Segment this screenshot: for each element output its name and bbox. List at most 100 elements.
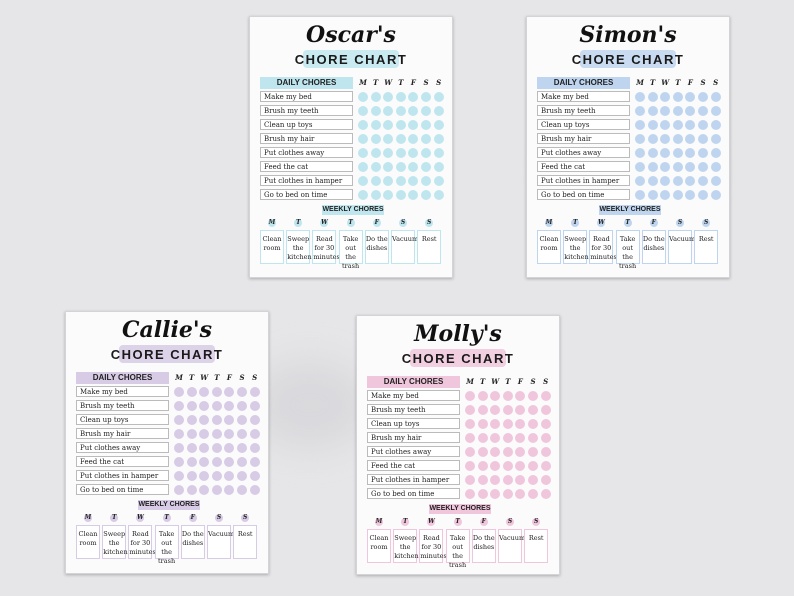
chore-check-circle[interactable] xyxy=(174,470,184,481)
chore-check-circle[interactable] xyxy=(540,460,551,471)
chore-check-circle[interactable] xyxy=(433,147,444,158)
chore-check-circle[interactable] xyxy=(528,488,538,499)
chore-check-circle[interactable] xyxy=(224,386,235,397)
chore-check-circle[interactable] xyxy=(224,414,235,425)
weekly-chore-box[interactable]: Sweep the kitchen xyxy=(102,525,128,559)
weekly-chore-box[interactable]: Sweep the kitchen xyxy=(286,230,312,264)
chore-check-circle[interactable] xyxy=(647,105,658,116)
chore-check-circle[interactable] xyxy=(174,400,184,411)
weekly-chore-box[interactable]: Read for 30 minutes xyxy=(312,230,340,264)
chore-check-circle[interactable] xyxy=(383,147,394,158)
chore-check-circle[interactable] xyxy=(174,414,184,425)
chore-check-circle[interactable] xyxy=(408,175,419,186)
chore-check-circle[interactable] xyxy=(477,488,488,499)
chore-check-circle[interactable] xyxy=(199,470,210,481)
chore-check-circle[interactable] xyxy=(540,432,551,443)
chore-check-circle[interactable] xyxy=(186,400,197,411)
chore-check-circle[interactable] xyxy=(408,91,419,102)
chore-check-circle[interactable] xyxy=(660,189,671,200)
chore-check-circle[interactable] xyxy=(186,442,197,453)
chore-check-circle[interactable] xyxy=(540,418,551,429)
chore-check-circle[interactable] xyxy=(224,456,235,467)
chore-check-circle[interactable] xyxy=(211,400,222,411)
weekly-chore-box[interactable]: Vacuum xyxy=(391,230,418,264)
weekly-chore-box[interactable]: Do the dishes xyxy=(364,230,389,264)
chore-check-circle[interactable] xyxy=(249,400,260,411)
chore-check-circle[interactable] xyxy=(433,161,444,172)
chore-check-circle[interactable] xyxy=(395,105,406,116)
chore-check-circle[interactable] xyxy=(660,175,671,186)
chore-check-circle[interactable] xyxy=(421,161,431,172)
chore-check-circle[interactable] xyxy=(647,147,658,158)
chore-check-circle[interactable] xyxy=(421,175,431,186)
chore-check-circle[interactable] xyxy=(540,404,551,415)
chore-check-circle[interactable] xyxy=(224,400,235,411)
chore-check-circle[interactable] xyxy=(647,161,658,172)
chore-check-circle[interactable] xyxy=(383,189,394,200)
chore-check-circle[interactable] xyxy=(237,386,247,397)
weekly-chore-box[interactable]: Take out the trash xyxy=(615,230,640,270)
chore-check-circle[interactable] xyxy=(395,119,406,130)
chore-check-circle[interactable] xyxy=(490,446,501,457)
chore-check-circle[interactable] xyxy=(515,404,526,415)
chore-check-circle[interactable] xyxy=(490,488,501,499)
chore-check-circle[interactable] xyxy=(395,189,406,200)
chore-check-circle[interactable] xyxy=(698,119,708,130)
chore-check-circle[interactable] xyxy=(465,404,475,415)
chore-check-circle[interactable] xyxy=(237,428,247,439)
chore-check-circle[interactable] xyxy=(698,161,708,172)
chore-check-circle[interactable] xyxy=(528,432,538,443)
weekly-chore-box[interactable]: Do the dishes xyxy=(471,529,496,563)
weekly-chore-box[interactable]: Rest xyxy=(417,230,442,264)
chore-check-circle[interactable] xyxy=(685,133,696,144)
chore-check-circle[interactable] xyxy=(647,189,658,200)
chore-check-circle[interactable] xyxy=(249,470,260,481)
chore-check-circle[interactable] xyxy=(660,133,671,144)
chore-check-circle[interactable] xyxy=(370,147,381,158)
chore-check-circle[interactable] xyxy=(421,147,431,158)
chore-check-circle[interactable] xyxy=(433,189,444,200)
chore-check-circle[interactable] xyxy=(660,147,671,158)
chore-check-circle[interactable] xyxy=(383,91,394,102)
weekly-chore-box[interactable]: Read for 30 minutes xyxy=(589,230,617,264)
chore-check-circle[interactable] xyxy=(685,189,696,200)
chore-check-circle[interactable] xyxy=(502,418,513,429)
chore-check-circle[interactable] xyxy=(249,386,260,397)
chore-check-circle[interactable] xyxy=(370,105,381,116)
chore-check-circle[interactable] xyxy=(698,175,708,186)
chore-check-circle[interactable] xyxy=(421,105,431,116)
chore-check-circle[interactable] xyxy=(635,119,645,130)
chore-check-circle[interactable] xyxy=(465,488,475,499)
chore-check-circle[interactable] xyxy=(540,474,551,485)
chore-check-circle[interactable] xyxy=(174,428,184,439)
chore-check-circle[interactable] xyxy=(421,91,431,102)
chore-check-circle[interactable] xyxy=(186,386,197,397)
chore-check-circle[interactable] xyxy=(211,428,222,439)
chore-check-circle[interactable] xyxy=(477,390,488,401)
chore-check-circle[interactable] xyxy=(515,460,526,471)
chore-check-circle[interactable] xyxy=(698,189,708,200)
chore-check-circle[interactable] xyxy=(383,133,394,144)
weekly-chore-box[interactable]: Vacuum xyxy=(498,529,525,563)
chore-check-circle[interactable] xyxy=(635,91,645,102)
chore-check-circle[interactable] xyxy=(408,119,419,130)
chore-check-circle[interactable] xyxy=(490,404,501,415)
chore-check-circle[interactable] xyxy=(635,175,645,186)
chore-check-circle[interactable] xyxy=(174,442,184,453)
chore-check-circle[interactable] xyxy=(408,189,419,200)
chore-check-circle[interactable] xyxy=(383,161,394,172)
chore-check-circle[interactable] xyxy=(528,418,538,429)
chore-check-circle[interactable] xyxy=(465,460,475,471)
weekly-chore-box[interactable]: Rest xyxy=(233,525,258,559)
chore-check-circle[interactable] xyxy=(199,456,210,467)
chore-check-circle[interactable] xyxy=(515,474,526,485)
chore-check-circle[interactable] xyxy=(174,456,184,467)
chore-check-circle[interactable] xyxy=(465,446,475,457)
chore-check-circle[interactable] xyxy=(421,189,431,200)
chore-check-circle[interactable] xyxy=(421,133,431,144)
chore-check-circle[interactable] xyxy=(395,161,406,172)
chore-check-circle[interactable] xyxy=(528,474,538,485)
chore-check-circle[interactable] xyxy=(211,386,222,397)
weekly-chore-box[interactable]: Clean room xyxy=(76,525,100,559)
chore-check-circle[interactable] xyxy=(477,404,488,415)
